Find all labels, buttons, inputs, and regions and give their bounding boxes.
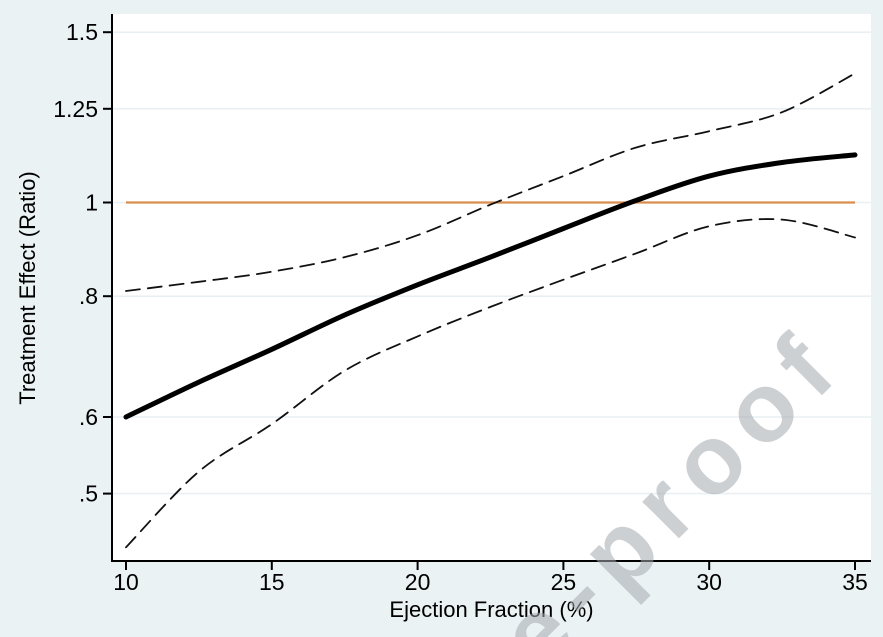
ci-upper-line: [125, 72, 856, 292]
treatment-effect-estimate-line: [123, 152, 858, 420]
x-tick-label: 20: [405, 569, 431, 595]
y-tick-label: 1: [85, 190, 98, 216]
x-tick-label: 15: [259, 569, 285, 595]
y-tick-label: .8: [79, 283, 98, 309]
y-tick-label: 1.25: [53, 96, 98, 122]
y-tick-label: .6: [79, 404, 98, 430]
y-axis-title: Treatment Effect (Ratio): [15, 171, 40, 405]
ci-lower-line: [125, 218, 856, 549]
x-tick-label: 30: [696, 569, 722, 595]
plot-area: [112, 14, 871, 561]
y-tick-label: .5: [79, 481, 98, 507]
x-tick-label: 10: [113, 569, 139, 595]
axis-ticks: 1.5 1.25 1 .8 .6 .5 10 15 20 25 30 35: [53, 19, 868, 595]
x-tick-label: 25: [551, 569, 577, 595]
x-tick-label: 35: [842, 569, 868, 595]
x-axis-title: Ejection Fraction (%): [389, 597, 594, 622]
y-tick-label: 1.5: [66, 19, 98, 45]
